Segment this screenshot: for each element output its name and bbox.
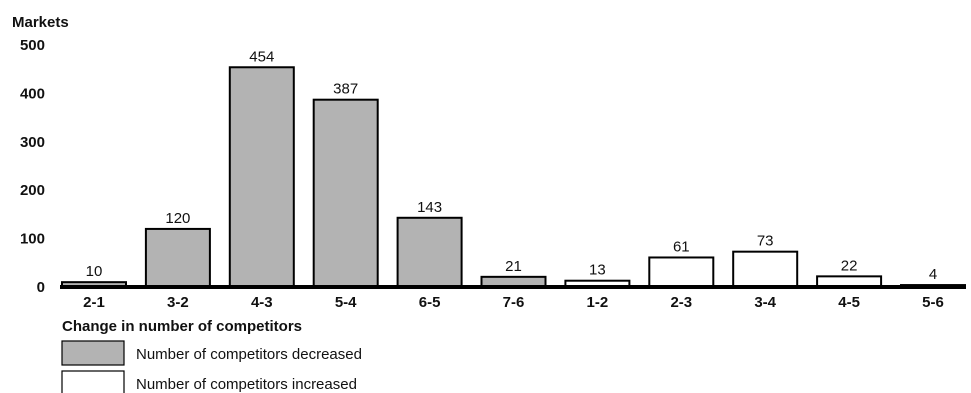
x-tick-label-2-3: 2-3 [670,294,692,311]
bar-3-2 [144,227,211,288]
x-tick-label-1-2: 1-2 [587,294,609,311]
legend-label-decreased: Number of competitors decreased [136,346,362,363]
x-tick-label-3-2: 3-2 [167,294,189,311]
data-label-4-3: 454 [249,48,274,65]
legend-label-increased: Number of competitors increased [136,376,357,393]
data-label-5-4: 387 [333,81,358,98]
x-axis-ticks: 2-1 3-2 4-3 5-4 6-5 7-6 1-2 2-3 3-4 4-5 5-6 [83,294,944,311]
legend-swatch-decreased [61,340,125,366]
x-tick-label-2-1: 2-1 [83,294,105,311]
data-label-3-2: 120 [165,210,190,227]
bar-3-4 [732,250,799,288]
data-label-5-6: 4 [929,266,937,283]
y-tick-label: 500 [20,37,45,54]
data-labels: 10 120 454 387 143 21 13 61 73 22 4 [86,48,938,283]
x-tick-label-5-6: 5-6 [922,294,944,311]
data-label-2-1: 10 [86,263,103,280]
bar-4-3 [228,66,295,288]
x-tick-label-3-4: 3-4 [754,294,776,311]
y-tick-label: 200 [20,182,45,199]
bars [61,66,966,289]
data-label-7-6: 21 [505,258,522,275]
y-tick-label: 0 [37,279,45,296]
bar-2-3 [648,256,715,289]
x-tick-label-7-6: 7-6 [503,294,525,311]
x-tick-label-5-4: 5-4 [335,294,357,311]
x-tick-label-6-5: 6-5 [419,294,441,311]
legend-swatch-increased [61,370,125,393]
y-axis-ticks: 0 100 200 300 400 500 [20,37,45,296]
y-tick-label: 100 [20,231,45,248]
data-label-6-5: 143 [417,199,442,216]
x-tick-label-4-3: 4-3 [251,294,273,311]
data-label-3-4: 73 [757,233,774,250]
y-tick-label: 300 [20,134,45,151]
bar-5-4 [312,98,379,288]
data-label-4-5: 22 [841,257,858,274]
data-label-2-3: 61 [673,238,690,255]
x-tick-label-4-5: 4-5 [838,294,860,311]
data-label-1-2: 13 [589,262,606,279]
y-axis-title: Markets [12,14,69,31]
x-axis-title: Change in number of competitors [62,318,302,335]
legend: Number of competitors decreased Number of… [61,340,362,393]
y-tick-label: 400 [20,85,45,102]
bar-6-5 [396,216,463,288]
